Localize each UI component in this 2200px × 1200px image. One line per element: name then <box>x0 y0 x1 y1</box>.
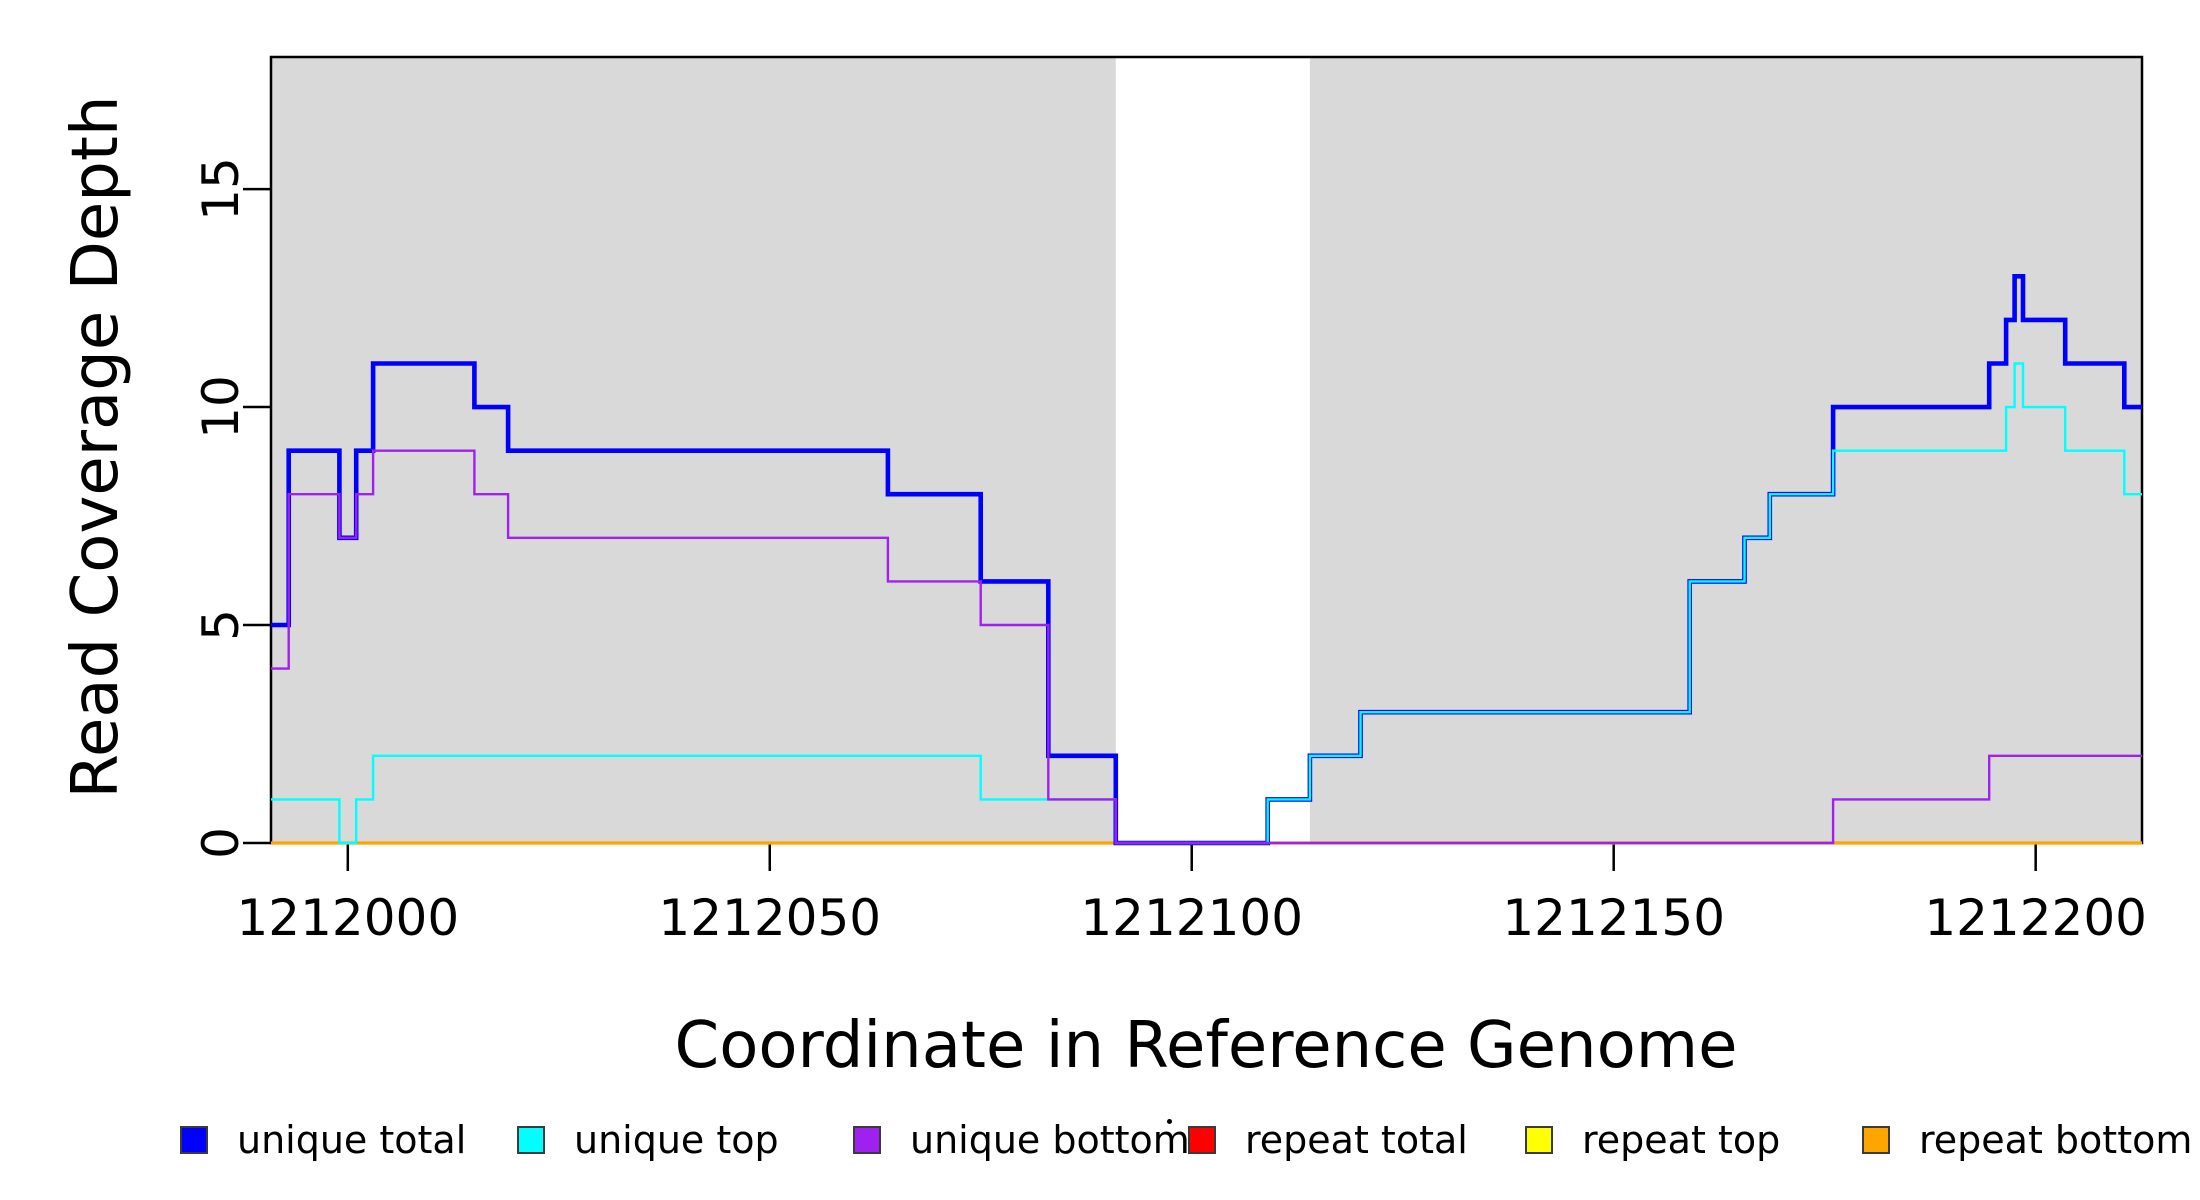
legend-label: repeat top <box>1582 1118 1781 1162</box>
x-tick-label: 1212050 <box>658 889 882 947</box>
x-tick-label: 1212150 <box>1502 889 1726 947</box>
legend-item-repeat-bottom: repeat bottom <box>1862 1121 2192 1159</box>
series-line-unique-top <box>271 362 2142 845</box>
y-tick-label: 5 <box>192 609 250 641</box>
x-tick-label: 1212000 <box>236 889 460 947</box>
legend-swatch-icon <box>1188 1126 1216 1154</box>
legend-label: unique top <box>574 1118 779 1162</box>
legend-swatch-icon <box>1525 1126 1553 1154</box>
shaded-region <box>1309 57 2142 843</box>
legend-swatch-icon <box>853 1126 881 1154</box>
x-tick-label: 1212100 <box>1080 889 1304 947</box>
legend-item-unique-top: unique top <box>517 1121 779 1159</box>
legend-label: unique total <box>237 1118 467 1162</box>
x-axis-title: Coordinate in Reference Genome <box>674 1009 1738 1083</box>
legend-label: unique bottom <box>910 1118 1190 1162</box>
legend-swatch-icon <box>1862 1126 1890 1154</box>
y-tick-label: 0 <box>192 827 250 859</box>
stray-dot <box>1167 1119 1172 1124</box>
legend-item-repeat-total: repeat total <box>1188 1121 1468 1159</box>
legend-item-unique-bottom: unique bottom <box>853 1121 1190 1159</box>
legend-swatch-icon <box>180 1126 208 1154</box>
legend-item-unique-total: unique total <box>180 1121 466 1159</box>
x-tick-label: 1212200 <box>1924 889 2147 947</box>
y-tick-label: 10 <box>192 375 250 439</box>
legend-label: repeat bottom <box>1919 1118 2193 1162</box>
y-tick-label: 15 <box>192 157 250 221</box>
legend-swatch-icon <box>517 1126 545 1154</box>
legend-item-repeat-top: repeat top <box>1525 1121 1780 1159</box>
y-axis-title: Read Coverage Depth <box>59 95 133 799</box>
legend-label: repeat total <box>1245 1118 1468 1162</box>
series-line-unique-bottom <box>271 449 2142 845</box>
